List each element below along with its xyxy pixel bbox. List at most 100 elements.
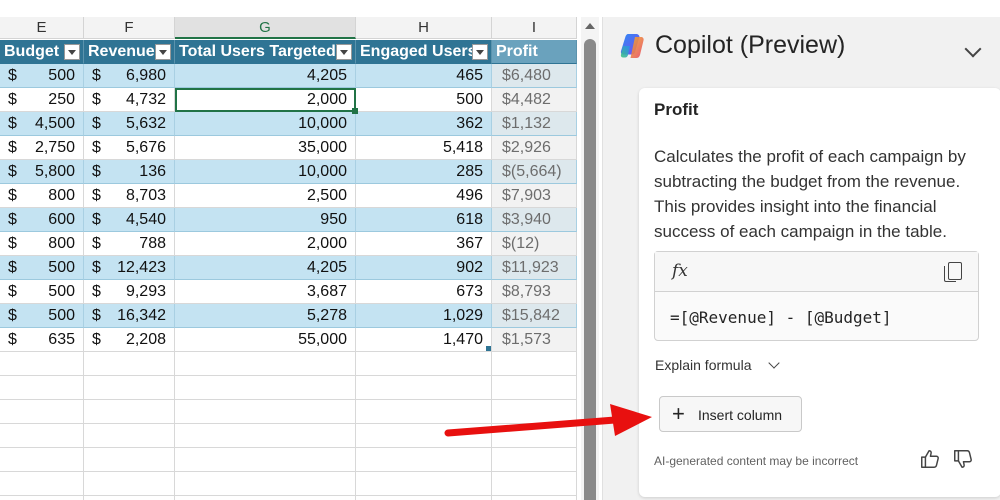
empty-cell[interactable] — [492, 472, 577, 496]
empty-cell[interactable] — [356, 496, 492, 500]
empty-cell[interactable] — [356, 400, 492, 424]
total-users-cell[interactable]: 10,000 — [175, 112, 356, 136]
header-total-users-targeted[interactable]: Total Users Targeted — [175, 40, 356, 64]
budget-cell[interactable]: $500 — [0, 256, 84, 280]
engaged-users-cell[interactable]: 362 — [356, 112, 492, 136]
empty-cell[interactable] — [0, 352, 84, 376]
engaged-users-cell[interactable]: 673 — [356, 280, 492, 304]
total-users-cell[interactable]: 4,205 — [175, 256, 356, 280]
total-users-cell[interactable]: 3,687 — [175, 280, 356, 304]
empty-cell[interactable] — [175, 448, 356, 472]
revenue-cell[interactable]: $8,703 — [84, 184, 175, 208]
empty-cell[interactable] — [356, 376, 492, 400]
column-header-g[interactable]: G — [175, 17, 356, 39]
empty-cell[interactable] — [175, 352, 356, 376]
total-users-cell[interactable]: 4,205 — [175, 64, 356, 88]
empty-cell[interactable] — [356, 448, 492, 472]
header-budget[interactable]: Budget — [0, 40, 84, 64]
empty-cell[interactable] — [492, 352, 577, 376]
empty-cell[interactable] — [175, 472, 356, 496]
header-engaged-users[interactable]: Engaged Users — [356, 40, 492, 64]
revenue-cell[interactable]: $4,540 — [84, 208, 175, 232]
empty-cell[interactable] — [0, 400, 84, 424]
budget-cell[interactable]: $4,500 — [0, 112, 84, 136]
thumbs-down-icon[interactable] — [952, 448, 974, 470]
insert-column-button[interactable]: + Insert column — [659, 396, 802, 432]
engaged-users-cell[interactable]: 465 — [356, 64, 492, 88]
budget-cell[interactable]: $800 — [0, 184, 84, 208]
total-users-cell[interactable]: 2,000 — [175, 232, 356, 256]
thumbs-up-icon[interactable] — [919, 448, 941, 470]
empty-cell[interactable] — [84, 376, 175, 400]
empty-cell[interactable] — [0, 496, 84, 500]
empty-cell[interactable] — [84, 472, 175, 496]
copy-icon[interactable] — [944, 262, 962, 282]
empty-cell[interactable] — [84, 448, 175, 472]
filter-dropdown-icon[interactable] — [64, 44, 80, 60]
vertical-scrollbar[interactable] — [581, 17, 599, 500]
revenue-cell[interactable]: $5,676 — [84, 136, 175, 160]
filter-dropdown-icon[interactable] — [155, 44, 171, 60]
budget-cell[interactable]: $500 — [0, 280, 84, 304]
scroll-up-icon[interactable] — [585, 23, 595, 29]
total-users-cell[interactable]: 10,000 — [175, 160, 356, 184]
filter-dropdown-icon[interactable] — [336, 44, 352, 60]
table-resize-handle[interactable] — [486, 346, 491, 351]
total-users-cell[interactable]: 2,000 — [175, 88, 356, 112]
budget-cell[interactable]: $800 — [0, 232, 84, 256]
column-header-h[interactable]: H — [356, 17, 492, 39]
header-revenue[interactable]: Revenue — [84, 40, 175, 64]
revenue-cell[interactable]: $9,293 — [84, 280, 175, 304]
revenue-cell[interactable]: $2,208 — [84, 328, 175, 352]
budget-cell[interactable]: $635 — [0, 328, 84, 352]
spreadsheet-grid[interactable]: E F G H I Budget Revenue Total Users Tar… — [0, 0, 577, 500]
engaged-users-cell[interactable]: 5,418 — [356, 136, 492, 160]
empty-cell[interactable] — [492, 448, 577, 472]
engaged-users-cell[interactable]: 1,470 — [356, 328, 492, 352]
revenue-cell[interactable]: $6,980 — [84, 64, 175, 88]
empty-cell[interactable] — [492, 376, 577, 400]
empty-cell[interactable] — [356, 472, 492, 496]
empty-cell[interactable] — [84, 496, 175, 500]
column-header-f[interactable]: F — [84, 17, 175, 39]
chevron-down-icon[interactable] — [768, 357, 780, 369]
total-users-cell[interactable]: 55,000 — [175, 328, 356, 352]
engaged-users-cell[interactable]: 902 — [356, 256, 492, 280]
engaged-users-cell[interactable]: 367 — [356, 232, 492, 256]
total-users-cell[interactable]: 2,500 — [175, 184, 356, 208]
total-users-cell[interactable]: 5,278 — [175, 304, 356, 328]
total-users-cell[interactable]: 35,000 — [175, 136, 356, 160]
engaged-users-cell[interactable]: 1,029 — [356, 304, 492, 328]
budget-cell[interactable]: $2,750 — [0, 136, 84, 160]
revenue-cell[interactable]: $788 — [84, 232, 175, 256]
empty-cell[interactable] — [356, 352, 492, 376]
revenue-cell[interactable]: $12,423 — [84, 256, 175, 280]
empty-cell[interactable] — [175, 376, 356, 400]
total-users-cell[interactable]: 950 — [175, 208, 356, 232]
engaged-users-cell[interactable]: 285 — [356, 160, 492, 184]
empty-cell[interactable] — [175, 496, 356, 500]
empty-cell[interactable] — [0, 448, 84, 472]
empty-cell[interactable] — [84, 424, 175, 448]
empty-cell[interactable] — [175, 400, 356, 424]
revenue-cell[interactable]: $4,732 — [84, 88, 175, 112]
chevron-down-icon[interactable] — [964, 40, 982, 58]
revenue-cell[interactable]: $5,632 — [84, 112, 175, 136]
empty-cell[interactable] — [175, 424, 356, 448]
budget-cell[interactable]: $600 — [0, 208, 84, 232]
column-header-i[interactable]: I — [492, 17, 577, 39]
revenue-cell[interactable]: $136 — [84, 160, 175, 184]
budget-cell[interactable]: $5,800 — [0, 160, 84, 184]
empty-cell[interactable] — [0, 424, 84, 448]
budget-cell[interactable]: $500 — [0, 304, 84, 328]
revenue-cell[interactable]: $16,342 — [84, 304, 175, 328]
filter-dropdown-icon[interactable] — [472, 44, 488, 60]
engaged-users-cell[interactable]: 496 — [356, 184, 492, 208]
empty-cell[interactable] — [0, 376, 84, 400]
budget-cell[interactable]: $250 — [0, 88, 84, 112]
empty-cell[interactable] — [84, 400, 175, 424]
empty-cell[interactable] — [84, 352, 175, 376]
fill-handle[interactable] — [352, 108, 358, 114]
explain-formula-toggle[interactable]: Explain formula — [655, 357, 752, 373]
empty-cell[interactable] — [492, 496, 577, 500]
